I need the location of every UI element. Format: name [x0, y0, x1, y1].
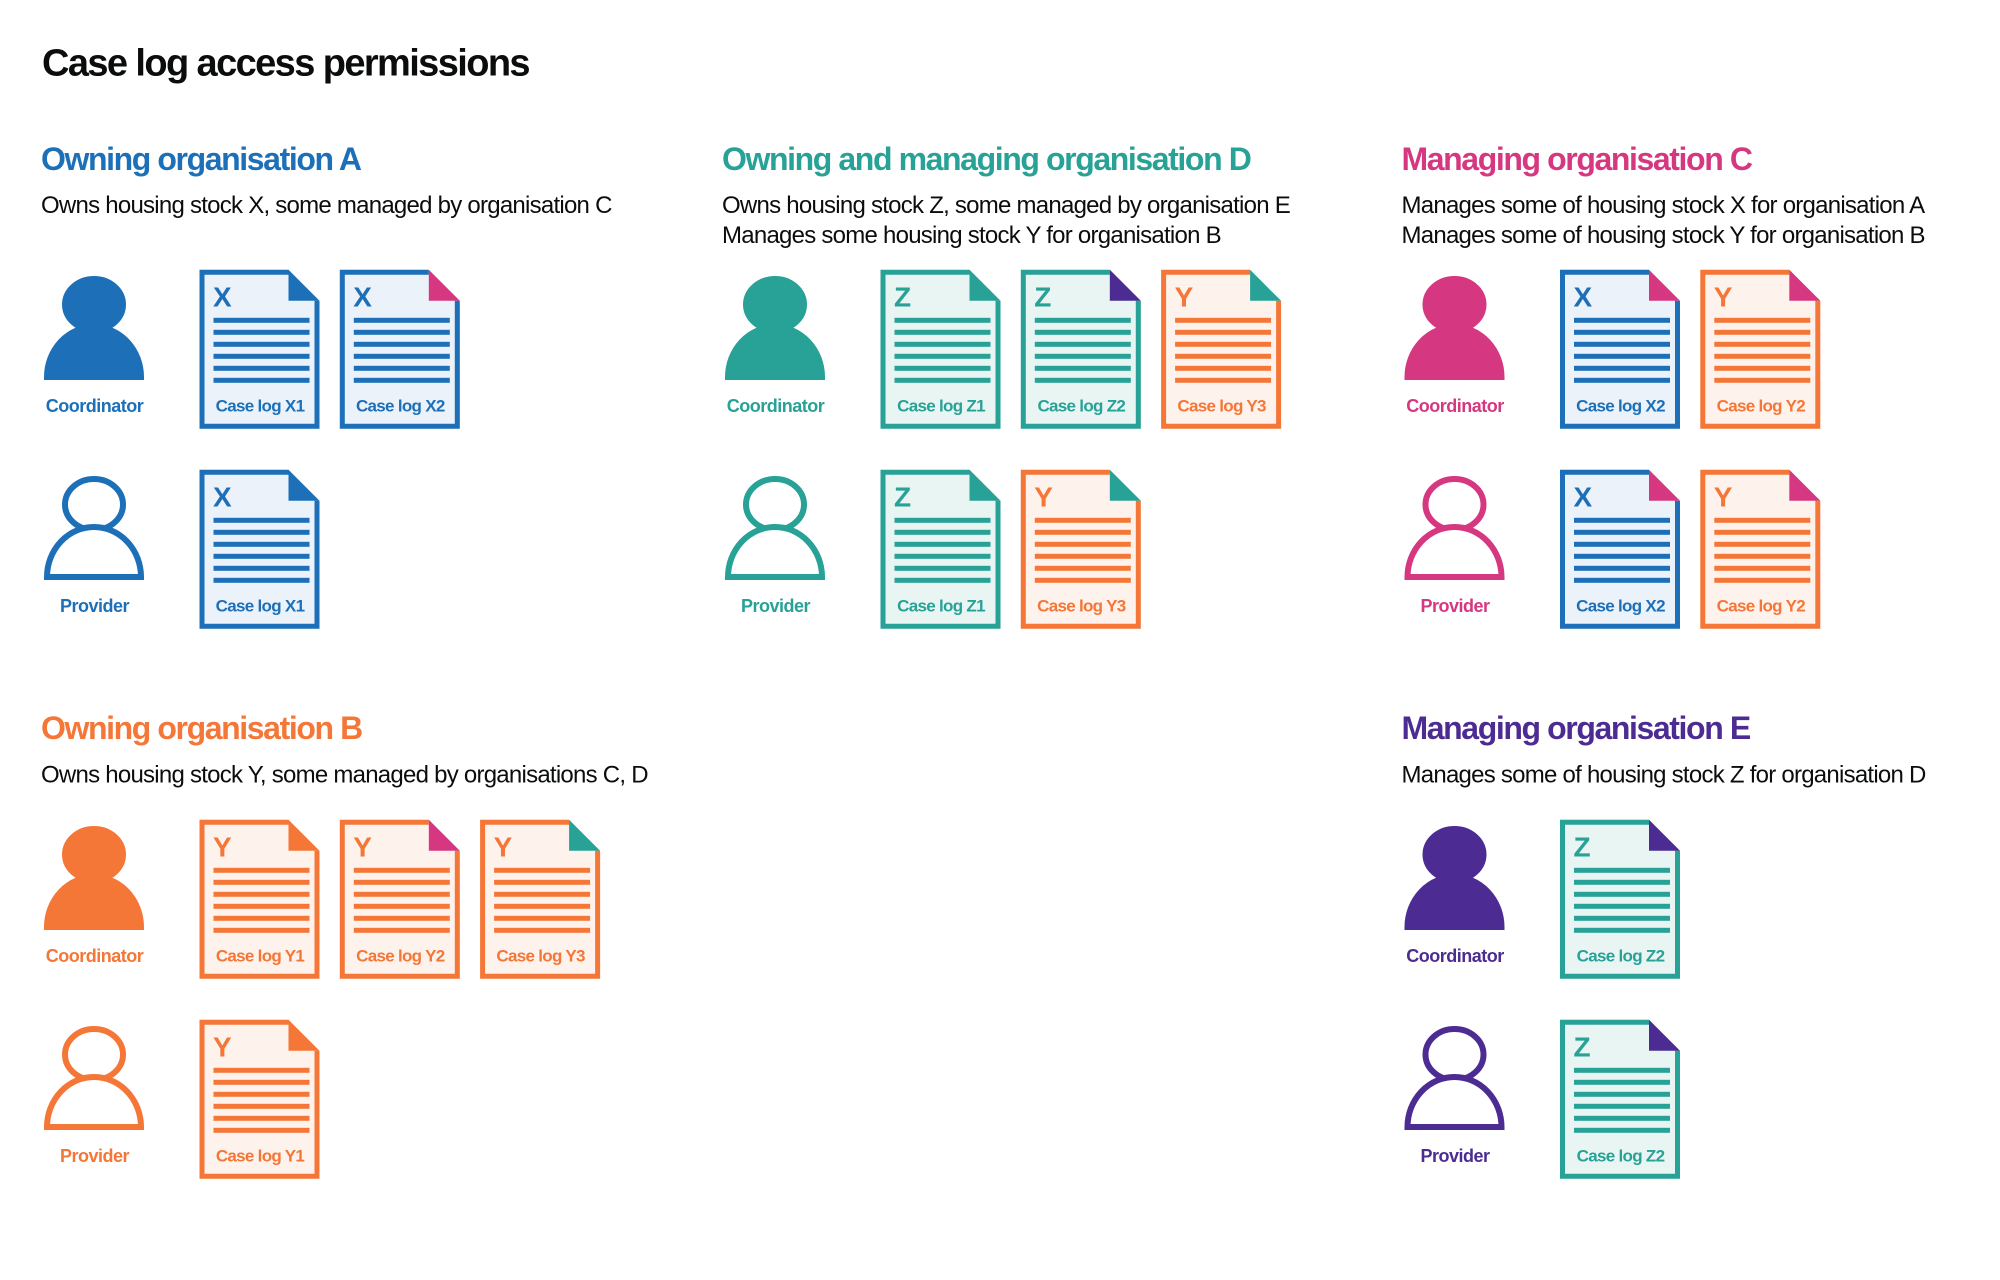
- svg-text:Provider: Provider: [1420, 1146, 1490, 1166]
- svg-text:Coordinator: Coordinator: [727, 396, 825, 416]
- svg-text:Provider: Provider: [1420, 596, 1490, 616]
- svg-text:Case log Z1: Case log Z1: [897, 396, 985, 415]
- svg-text:Case log Y3: Case log Y3: [1037, 596, 1126, 615]
- svg-text:Case log X2: Case log X2: [1576, 396, 1665, 415]
- svg-text:X: X: [1574, 281, 1593, 312]
- svg-text:Case log Z1: Case log Z1: [897, 596, 985, 615]
- svg-text:Z: Z: [1574, 1031, 1591, 1062]
- svg-text:X: X: [213, 481, 232, 512]
- svg-text:Owns housing stock X, some man: Owns housing stock X, some managed by or…: [41, 192, 612, 219]
- svg-text:Case log Y3: Case log Y3: [496, 946, 585, 965]
- svg-text:Case log Y1: Case log Y1: [216, 946, 305, 965]
- svg-text:Coordinator: Coordinator: [1406, 396, 1504, 416]
- svg-text:Y: Y: [1034, 481, 1053, 512]
- svg-text:Case log Y3: Case log Y3: [1177, 396, 1266, 415]
- svg-text:X: X: [213, 281, 232, 312]
- svg-text:Case log Y2: Case log Y2: [1717, 396, 1806, 415]
- svg-text:Case log X2: Case log X2: [356, 396, 445, 415]
- svg-text:Y: Y: [213, 831, 232, 862]
- svg-text:Z: Z: [894, 281, 911, 312]
- svg-text:X: X: [1574, 481, 1593, 512]
- svg-text:Y: Y: [213, 1031, 232, 1062]
- svg-text:Coordinator: Coordinator: [46, 396, 144, 416]
- svg-text:Owning organisation A: Owning organisation A: [41, 141, 362, 177]
- svg-text:Manages some of housing stock: Manages some of housing stock X for orga…: [1402, 192, 1926, 219]
- svg-text:Owning organisation B: Owning organisation B: [41, 710, 362, 746]
- svg-text:Managing organisation C: Managing organisation C: [1402, 141, 1753, 177]
- svg-text:Coordinator: Coordinator: [46, 946, 144, 966]
- svg-text:Z: Z: [1034, 281, 1051, 312]
- svg-text:Manages some housing stock Y f: Manages some housing stock Y for organis…: [722, 222, 1221, 249]
- svg-text:Case log Y2: Case log Y2: [356, 946, 445, 965]
- svg-text:Case log Y2: Case log Y2: [1717, 596, 1806, 615]
- svg-text:Z: Z: [1574, 831, 1591, 862]
- svg-text:Y: Y: [1175, 281, 1194, 312]
- svg-text:Y: Y: [353, 831, 372, 862]
- svg-text:Y: Y: [1714, 481, 1733, 512]
- svg-text:Case log X1: Case log X1: [216, 596, 305, 615]
- svg-text:Manages some of housing stock: Manages some of housing stock Y for orga…: [1402, 222, 1925, 249]
- svg-text:Owning and managing organisati: Owning and managing organisation D: [722, 141, 1251, 177]
- svg-text:Owns housing stock Y, some man: Owns housing stock Y, some managed by or…: [41, 762, 648, 789]
- svg-text:Case log Z2: Case log Z2: [1037, 396, 1125, 415]
- svg-text:Coordinator: Coordinator: [1406, 946, 1504, 966]
- svg-text:Z: Z: [894, 481, 911, 512]
- svg-text:Y: Y: [494, 831, 513, 862]
- svg-text:Owns housing stock Z, some man: Owns housing stock Z, some managed by or…: [722, 192, 1290, 219]
- svg-text:Provider: Provider: [60, 596, 130, 616]
- svg-text:Case log access permissions: Case log access permissions: [42, 43, 529, 85]
- svg-text:Case log X2: Case log X2: [1576, 596, 1665, 615]
- svg-text:Case log Y1: Case log Y1: [216, 1146, 305, 1165]
- svg-text:Case log Z2: Case log Z2: [1577, 1146, 1665, 1165]
- svg-text:Y: Y: [1714, 281, 1733, 312]
- svg-text:Manages some of housing stock: Manages some of housing stock Z for orga…: [1402, 762, 1927, 789]
- svg-text:Provider: Provider: [60, 1146, 130, 1166]
- svg-text:X: X: [353, 281, 372, 312]
- svg-text:Case log Z2: Case log Z2: [1577, 946, 1665, 965]
- svg-text:Provider: Provider: [741, 596, 811, 616]
- svg-text:Case log X1: Case log X1: [216, 396, 305, 415]
- svg-text:Managing organisation E: Managing organisation E: [1402, 710, 1751, 746]
